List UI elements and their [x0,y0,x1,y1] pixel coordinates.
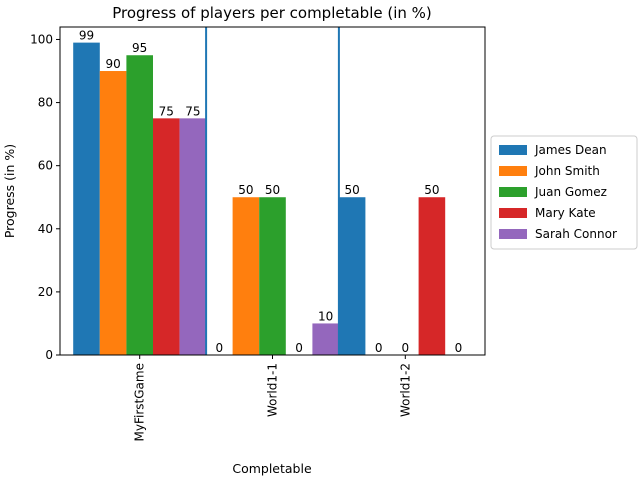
y-tick-label: 0 [45,348,53,362]
y-tick-label: 60 [38,159,53,173]
x-axis-label: Completable [232,461,312,476]
legend-swatch [499,229,527,239]
legend-swatch [499,208,527,218]
legend-entry: John Smith [534,164,600,178]
bar [126,55,153,356]
legend-entry: Juan Gomez [534,185,607,199]
x-tick-label: World1-1 [266,363,280,417]
y-axis-label: Progress (in %) [2,144,17,238]
bar [232,197,260,355]
data-label: 0 [215,341,223,355]
chart-title: Progress of players per completable (in … [112,4,432,22]
data-label: 75 [159,104,174,118]
data-label: 90 [105,57,120,71]
data-label: 0 [401,341,409,355]
bar [259,197,286,355]
data-label: 50 [424,183,439,197]
data-label: 95 [132,41,147,55]
bar [312,323,339,355]
data-label: 50 [238,183,253,197]
legend-entry: Sarah Connor [535,227,617,241]
legend: James Dean John Smith Juan Gomez Mary Kate S… [490,135,638,250]
legend-swatch [499,145,527,155]
x-tick-label: MyFirstGame [133,363,147,441]
legend-box [490,135,638,250]
data-label: 75 [185,104,200,118]
y-tick-label: 20 [38,285,53,299]
plot-area: 99 90 95 75 75 0 50 50 0 10 50 0 0 50 0 0 20 40 60 80 100 MyF… [30,26,486,441]
data-label: 50 [265,183,280,197]
legend-swatch [499,187,527,197]
bar [179,118,207,355]
data-label: 0 [455,341,463,355]
legend-swatch [499,166,527,176]
y-tick-label: 100 [30,32,53,46]
bar [73,42,100,356]
bar [338,197,366,355]
legend-entry: Mary Kate [535,206,596,220]
x-tick-label: World1-2 [398,363,412,417]
y-tick-label: 40 [38,222,53,236]
bar [153,118,180,355]
bar [99,71,127,356]
legend-entry: James Dean [534,143,607,157]
data-label: 10 [318,309,333,323]
data-label: 50 [344,183,359,197]
data-label: 0 [295,341,303,355]
data-label: 0 [375,341,383,355]
data-label: 99 [79,29,94,43]
bar [418,197,446,355]
y-tick-label: 80 [38,96,53,110]
